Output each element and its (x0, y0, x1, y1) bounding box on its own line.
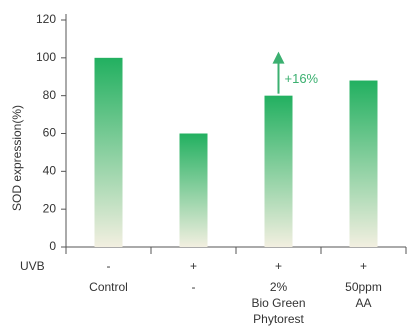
y-tick-label: 100 (36, 50, 56, 64)
y-tick-label: 0 (49, 239, 56, 253)
y-tick-label: 40 (43, 164, 57, 178)
y-tick-label: 60 (43, 126, 57, 140)
y-axis-label: SOD expression(%) (10, 105, 24, 211)
increase-arrow-head (272, 51, 285, 64)
category-label: 2% (270, 280, 288, 294)
bar (349, 80, 378, 248)
category-label: 50ppm (345, 280, 382, 294)
uvb-value: + (190, 259, 197, 273)
uvb-value: + (275, 259, 282, 273)
category-label: - (192, 280, 196, 294)
bar (179, 133, 208, 247)
category-label: Control (89, 280, 128, 294)
category-label: Bio Green (251, 296, 305, 310)
increase-annotation: +16% (285, 71, 319, 86)
uvb-row-label: UVB (20, 259, 45, 273)
bar (94, 57, 123, 248)
y-tick-label: 80 (43, 88, 57, 102)
uvb-value: + (360, 259, 367, 273)
uvb-value: - (107, 259, 111, 273)
y-tick-label: 120 (36, 12, 56, 26)
y-tick-label: 20 (43, 201, 57, 215)
bar (264, 95, 293, 248)
category-label: AA (355, 296, 371, 310)
category-label: Phytorest (253, 312, 304, 326)
